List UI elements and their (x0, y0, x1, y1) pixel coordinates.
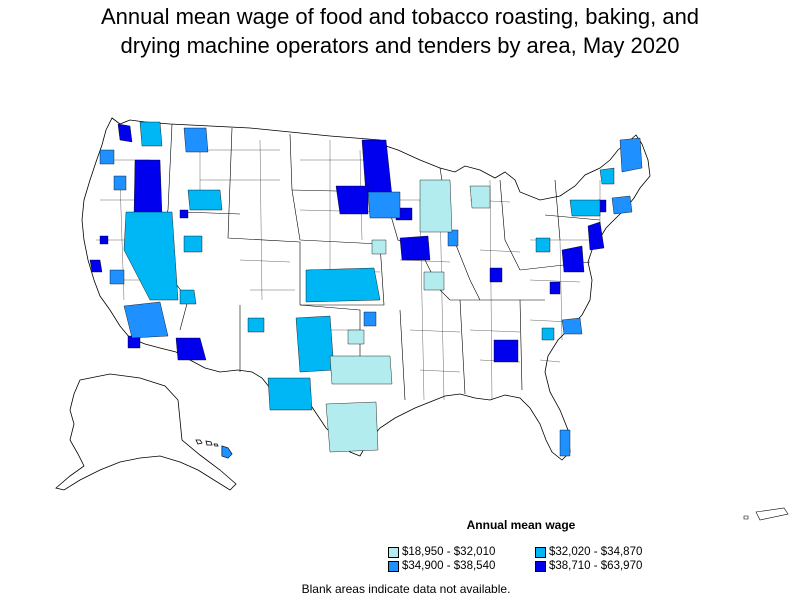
legend-label-tier-3: $34,900 - $38,540 (402, 560, 496, 572)
area-vermont (599, 167, 615, 185)
area-new-mexico-east (295, 315, 335, 373)
alaska-outline (55, 373, 237, 491)
legend-label-tier-4: $38,710 - $63,970 (549, 560, 643, 572)
area-sacramento (99, 235, 109, 245)
area-los-angeles (123, 301, 169, 339)
area-seattle (117, 123, 133, 143)
area-east-texas (329, 355, 393, 385)
area-virginia (549, 281, 561, 295)
legend: Annual mean wage $18,950 - $32,010 $32,0… (380, 516, 710, 576)
area-maine (619, 137, 643, 173)
area-washington (99, 149, 115, 165)
area-central-valley (109, 269, 125, 285)
area-south-texas (325, 401, 379, 453)
legend-item-tier-2: $32,020 - $34,870 (535, 544, 642, 560)
area-missouri (423, 271, 445, 291)
area-west-texas (267, 377, 313, 411)
area-utah (183, 235, 203, 253)
area-kansas (305, 267, 381, 303)
chart-title: Annual mean wage of food and tobacco roa… (0, 2, 800, 60)
area-florida-east (559, 429, 571, 457)
area-idaho-south (187, 189, 223, 211)
legend-item-tier-4: $38,710 - $63,970 (535, 558, 642, 574)
area-iowa (399, 235, 431, 261)
wage-areas (89, 121, 643, 459)
area-new-york-west (569, 199, 601, 217)
legend-swatch-tier-4 (535, 560, 546, 572)
area-southern-arizona (175, 337, 207, 361)
area-new-jersey (587, 221, 605, 251)
area-central-minnesota (335, 185, 369, 215)
area-kansas-east (363, 311, 377, 327)
legend-label-tier-2: $32,020 - $34,870 (549, 546, 643, 558)
area-north-carolina (561, 317, 583, 335)
legend-title: Annual mean wage (466, 518, 576, 532)
legend-swatch-tier-1 (388, 546, 399, 558)
area-sf-bay (89, 259, 103, 273)
state-borders (151, 123, 601, 401)
area-oklahoma (347, 329, 365, 345)
area-nevada (123, 211, 179, 301)
legend-label-tier-1: $18,950 - $32,010 (402, 546, 496, 558)
area-illinois (447, 229, 459, 247)
area-washington-east (139, 121, 163, 147)
title-line-2: drying machine operators and tenders by … (120, 33, 680, 58)
area-iowa-north (371, 239, 387, 255)
hawaii-islands-small (195, 439, 219, 447)
area-colorado (247, 317, 265, 333)
legend-item-tier-3: $34,900 - $38,540 (388, 558, 495, 574)
area-western-montana (183, 127, 209, 153)
area-atlanta (493, 339, 519, 363)
area-minnesota-east (367, 191, 401, 219)
area-eastern-oregon (133, 159, 163, 216)
area-ohio (535, 237, 551, 253)
area-oregon-coast (113, 175, 127, 191)
area-idaho (179, 209, 189, 219)
area-arizona (179, 289, 197, 305)
area-st-louis (489, 267, 503, 283)
area-carolinas (541, 327, 555, 341)
area-michigan (469, 185, 491, 209)
puerto-rico (743, 507, 789, 521)
area-hawaii-maui (221, 445, 233, 459)
area-massachusetts (611, 195, 633, 215)
area-wisconsin-central (419, 179, 453, 233)
title-line-1: Annual mean wage of food and tobacco roa… (100, 4, 700, 29)
footnote: Blank areas indicate data not available. (301, 582, 511, 596)
legend-swatch-tier-2 (535, 546, 546, 558)
legend-swatch-tier-3 (388, 560, 399, 572)
legend-item-tier-1: $18,950 - $32,010 (388, 544, 495, 560)
area-pennsylvania (561, 245, 585, 273)
